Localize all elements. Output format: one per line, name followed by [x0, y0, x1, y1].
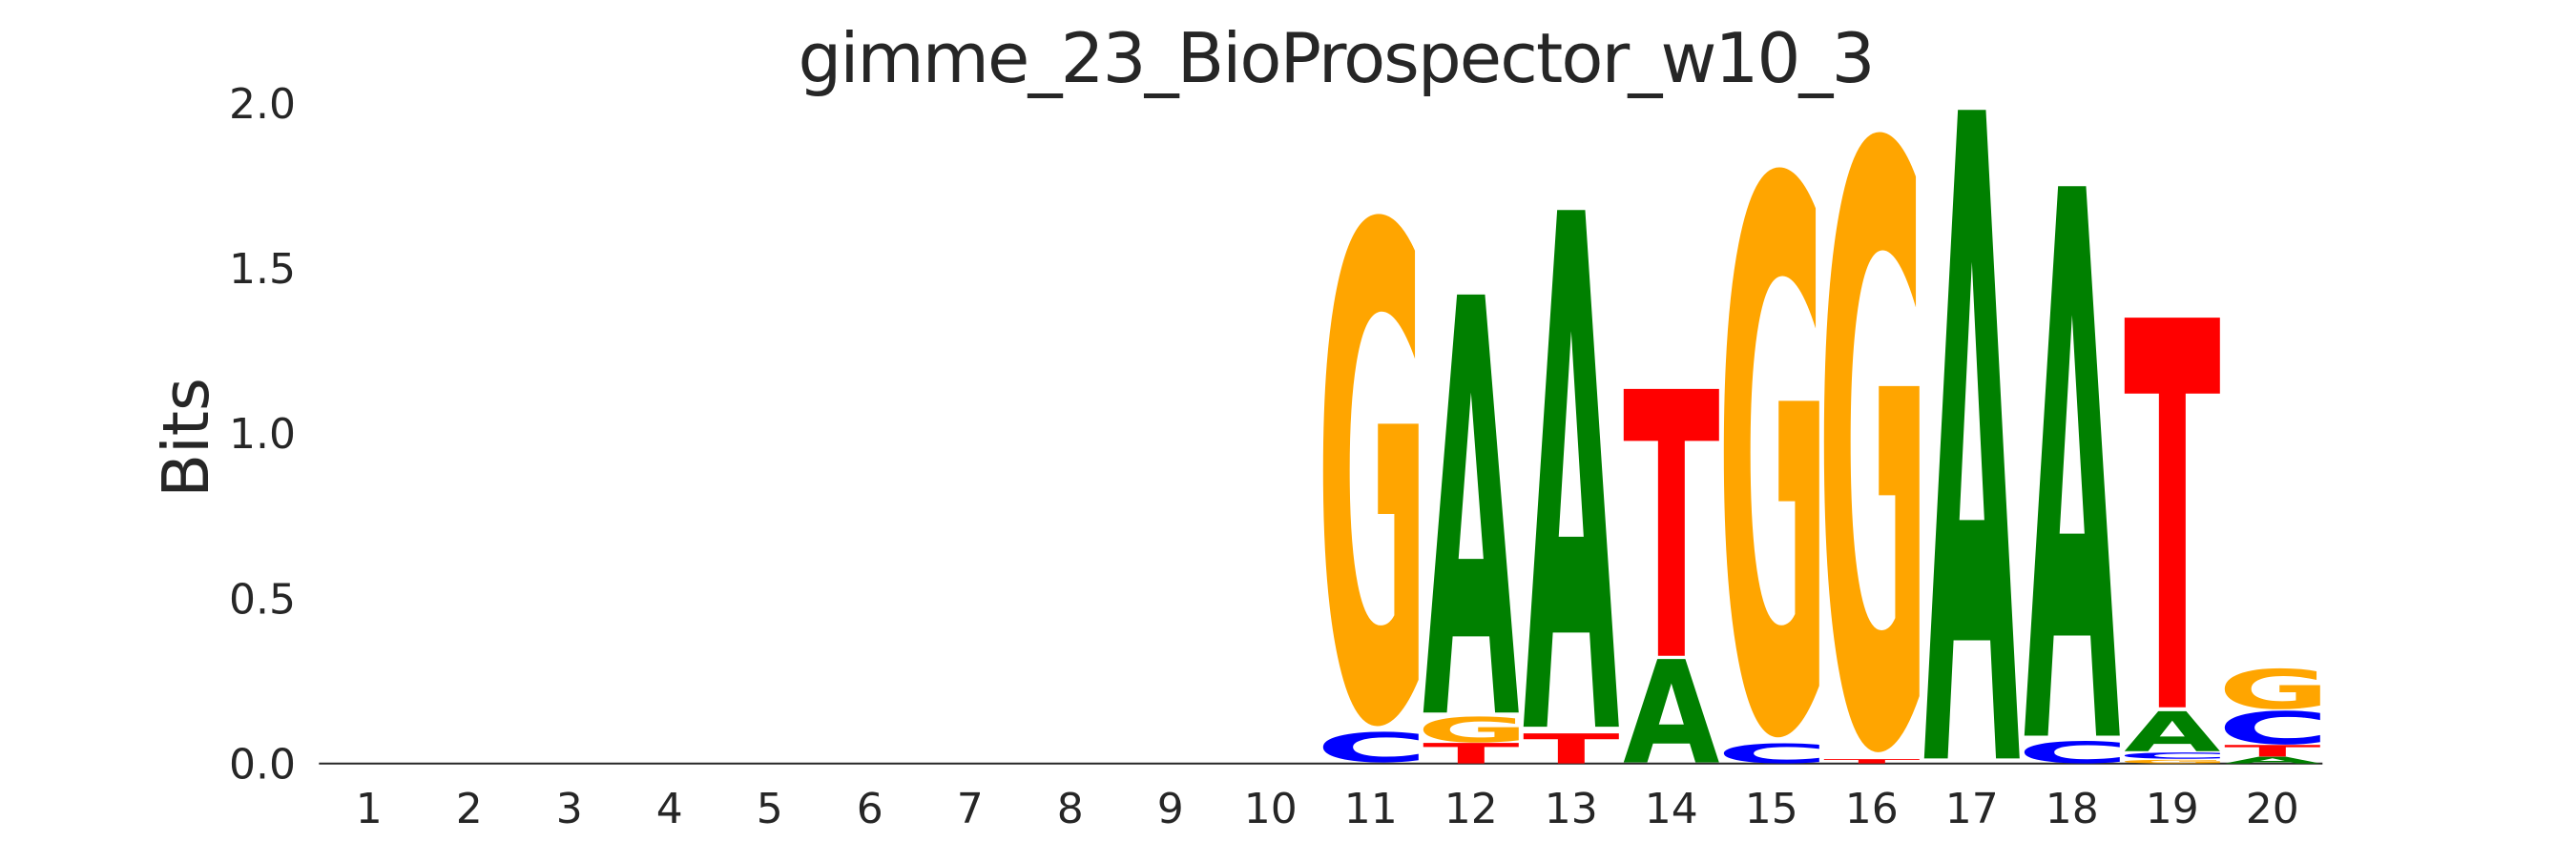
logo-stack-pos-13	[1523, 210, 1619, 764]
logo-stack-pos-12	[1423, 294, 1519, 764]
logo-letter-stacks	[1322, 110, 2320, 764]
x-tick-label-13: 13	[1545, 785, 1598, 833]
x-tick-label-3: 3	[556, 785, 583, 833]
logo-letter-G-pos-11	[1322, 214, 1419, 727]
logo-letter-G-pos-19	[2124, 759, 2220, 764]
logo-letter-T-pos-20	[2224, 745, 2320, 757]
x-tick-label-7: 7	[957, 785, 984, 833]
y-tick-label-0.0: 0.0	[229, 740, 296, 789]
logo-letter-A-pos-19	[2124, 710, 2220, 751]
logo-letter-G-pos-15	[1723, 167, 1819, 738]
x-tick-label-14: 14	[1645, 785, 1698, 833]
x-tick-label-16: 16	[1845, 785, 1899, 833]
logo-letter-C-pos-19	[2124, 752, 2220, 759]
logo-stack-pos-19	[2124, 318, 2220, 764]
y-tick-label-2.0: 2.0	[229, 80, 296, 129]
logo-stack-pos-15	[1723, 167, 1819, 764]
logo-letter-C-pos-20	[2224, 710, 2320, 745]
logo-letter-G-pos-20	[2224, 667, 2320, 709]
logo-letter-T-pos-12	[1423, 743, 1519, 764]
x-tick-label-8: 8	[1057, 785, 1084, 833]
logo-stack-pos-11	[1322, 214, 1419, 763]
x-tick-label-12: 12	[1444, 785, 1498, 833]
logo-letter-T-pos-14	[1623, 388, 1719, 656]
logo-letter-C-pos-15	[1723, 743, 1819, 764]
x-tick-label-18: 18	[2046, 785, 2099, 833]
logo-letter-A-pos-20	[2224, 756, 2320, 764]
x-tick-label-19: 19	[2146, 785, 2199, 833]
logo-letter-T-pos-19	[2124, 318, 2220, 708]
logo-letter-C-pos-11	[1322, 731, 1419, 763]
logo-letter-G-pos-16	[1823, 132, 1920, 752]
x-tick-label-9: 9	[1157, 785, 1184, 833]
logo-letter-C-pos-18	[2024, 741, 2120, 764]
logo-stack-pos-18	[2024, 186, 2120, 764]
logo-letter-T-pos-13	[1523, 733, 1619, 764]
logo-stack-pos-20	[2224, 667, 2320, 764]
logo-letter-A-pos-14	[1623, 659, 1719, 763]
x-tick-label-17: 17	[1945, 785, 1999, 833]
logo-letter-A-pos-17	[1923, 110, 2020, 759]
x-tick-label-4: 4	[656, 785, 683, 833]
logo-letter-G-pos-12	[1423, 716, 1519, 743]
y-tick-label-1.0: 1.0	[229, 410, 296, 459]
y-axis-tick-labels: 0.0 0.5 1.0 1.5 2.0	[229, 80, 296, 790]
x-tick-label-20: 20	[2246, 785, 2299, 833]
chart-title: gimme_23_BioProspector_w10_3	[798, 18, 1873, 98]
logo-letter-A-pos-12	[1423, 294, 1519, 713]
logo-stack-pos-16	[1823, 132, 1920, 764]
logo-stack-pos-14	[1623, 388, 1719, 763]
x-tick-label-1: 1	[356, 785, 383, 833]
y-tick-label-1.5: 1.5	[229, 245, 296, 294]
x-tick-label-5: 5	[757, 785, 783, 833]
logo-letter-A-pos-18	[2024, 186, 2120, 736]
x-tick-label-6: 6	[857, 785, 883, 833]
logo-letter-A-pos-13	[1523, 210, 1619, 728]
x-tick-label-15: 15	[1745, 785, 1798, 833]
x-tick-label-10: 10	[1244, 785, 1298, 833]
x-tick-label-11: 11	[1344, 785, 1398, 833]
y-tick-label-0.5: 0.5	[229, 575, 296, 624]
y-axis-label: Bits	[149, 378, 223, 498]
logo-stack-pos-17	[1923, 110, 2020, 759]
x-tick-label-2: 2	[456, 785, 483, 833]
x-axis-tick-labels: 1 2 3 4 5 6 7 8 9 10 11 12 13 14 15 16 17 18 19 20	[356, 785, 2299, 833]
